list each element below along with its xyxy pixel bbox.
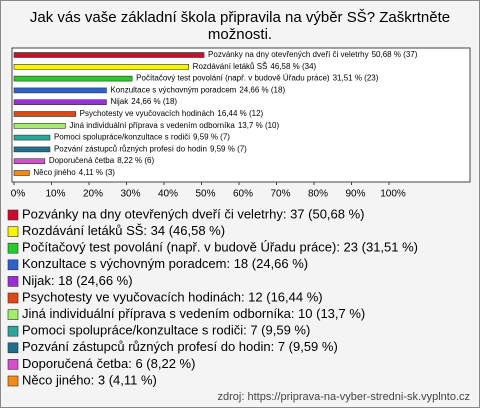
bar-label: Jiná individuální příprava s vedením odb… xyxy=(69,121,279,130)
bar xyxy=(13,158,46,164)
legend-swatch xyxy=(7,342,19,354)
bar-value-label: 4,11 % (3) xyxy=(79,168,116,177)
bar xyxy=(13,99,107,105)
legend-swatch xyxy=(7,226,19,237)
x-tick-label: 50% xyxy=(195,189,215,200)
bar-category: Počítačový test povolání (např. v budově… xyxy=(136,74,330,83)
bar-value-label: 46,58 % (34) xyxy=(270,62,316,71)
legend-label: Jiná individuální příprava s vedením odb… xyxy=(22,306,365,321)
legend-label: Psychotesty ve vyučovacích hodinách: 12 … xyxy=(22,289,323,304)
legend-swatch xyxy=(7,259,19,271)
x-tick-label: 100% xyxy=(380,189,406,200)
bar xyxy=(13,87,107,94)
bar xyxy=(13,64,189,70)
bar-category: Psychotesty ve vyučovacích hodinách xyxy=(80,109,215,118)
bar xyxy=(13,134,51,141)
bar-label: Konzultace s výchovným poradcem 24,66 % (… xyxy=(110,86,285,95)
bar-label: Počítačový test povolání (např. v budově… xyxy=(136,74,379,83)
x-tick-label: 60% xyxy=(233,189,253,200)
bar-label: Doporučená četba 8,22 % (6) xyxy=(49,156,155,165)
x-tick-label: 20% xyxy=(83,189,103,200)
bar-label: Pozvánky na dny otevřených dveří či vele… xyxy=(208,50,418,59)
bar xyxy=(13,123,66,129)
legend-label: Pozvánky na dny otevřených dveří či vele… xyxy=(22,206,365,221)
x-tick-label: 90% xyxy=(345,189,365,200)
bar-category: Doporučená četba xyxy=(49,156,115,165)
bar-label: Něco jiného 4,11 % (3) xyxy=(33,168,115,177)
legend-swatch xyxy=(7,309,19,320)
bar-label: Psychotesty ve vyučovacích hodinách 16,44… xyxy=(80,109,264,118)
chart-title: Jak vás vaše základní škola připravila n… xyxy=(30,9,450,43)
bar-value-label: 16,44 % (12) xyxy=(217,109,263,118)
x-tick-label: 10% xyxy=(45,189,65,200)
bar-value-label: 9,59 % (7) xyxy=(210,145,247,154)
x-tick-label: 30% xyxy=(120,189,140,200)
bar-label: Pozvání zástupců různých profesí do hodi… xyxy=(54,145,247,154)
bar-category: Konzultace s výchovným poradcem xyxy=(110,86,236,95)
legend-swatch xyxy=(7,375,19,387)
legend-swatch xyxy=(7,276,19,287)
x-tick-label: 80% xyxy=(308,189,328,200)
bar xyxy=(13,111,76,117)
bar xyxy=(13,170,30,176)
legend-label: Pozvání zástupců různých profesí do hodi… xyxy=(22,339,338,354)
bar-category: Pomoci spolupráce/konzultace s rodiči xyxy=(54,133,190,142)
bar-value-label: 50,68 % (37) xyxy=(372,50,418,59)
bar-category: Pozvání zástupců různých profesí do hodi… xyxy=(54,145,207,154)
bar-category: Jiná individuální příprava s vedením odb… xyxy=(69,121,235,130)
bar xyxy=(13,52,205,58)
bar-value-label: 8,22 % (6) xyxy=(117,156,154,165)
source: zdroj: https://priprava-na-vyber-stredni… xyxy=(218,391,470,403)
legend-label: Nijak: 18 (24,66 %) xyxy=(22,273,133,288)
legend-swatch xyxy=(7,325,19,337)
legend-label: Něco jiného: 3 (4,11 %) xyxy=(22,372,157,387)
plot-area xyxy=(11,47,471,183)
legend-label: Doporučená četba: 6 (8,22 %) xyxy=(22,356,195,371)
bar-category: Rozdávání letáků SŠ xyxy=(193,62,268,71)
bar-label: Rozdávání letáků SŠ 46,58 % (34) xyxy=(193,62,317,71)
bar-label: Pomoci spolupráce/konzultace s rodiči 9,5… xyxy=(54,133,230,142)
bar-value-label: 31,51 % (23) xyxy=(333,74,379,83)
bar-value-label: 24,66 % (18) xyxy=(239,86,285,95)
legend-label: Rozdávání letáků SŠ: 34 (46,58 %) xyxy=(22,223,225,238)
x-tick-label: 0% xyxy=(11,189,26,200)
bar xyxy=(13,75,133,82)
legend-swatch xyxy=(7,242,19,254)
bar-value-label: 13,7 % (10) xyxy=(238,121,280,130)
legend-swatch xyxy=(7,292,19,304)
bar-value-label: 24,66 % (18) xyxy=(131,97,177,106)
x-tick-label: 70% xyxy=(270,189,290,200)
bar-label: Nijak 24,66 % (18) xyxy=(110,97,177,106)
x-tick-label: 40% xyxy=(158,189,178,200)
legend-label: Počítačový test povolání (např. v budově… xyxy=(22,240,418,255)
legend-swatch xyxy=(7,209,19,221)
bar-category: Něco jiného xyxy=(33,168,76,177)
legend-label: Konzultace s výchovným poradcem: 18 (24,… xyxy=(22,256,308,271)
bar-value-label: 9,59 % (7) xyxy=(193,133,230,142)
legend-label: Pomoci spolupráce/konzultace s rodiči: 7… xyxy=(22,323,310,338)
bar-category: Nijak xyxy=(110,97,129,106)
bar xyxy=(13,146,51,153)
bar-category: Pozvánky na dny otevřených dveří či vele… xyxy=(208,50,369,59)
legend-swatch xyxy=(7,359,19,370)
